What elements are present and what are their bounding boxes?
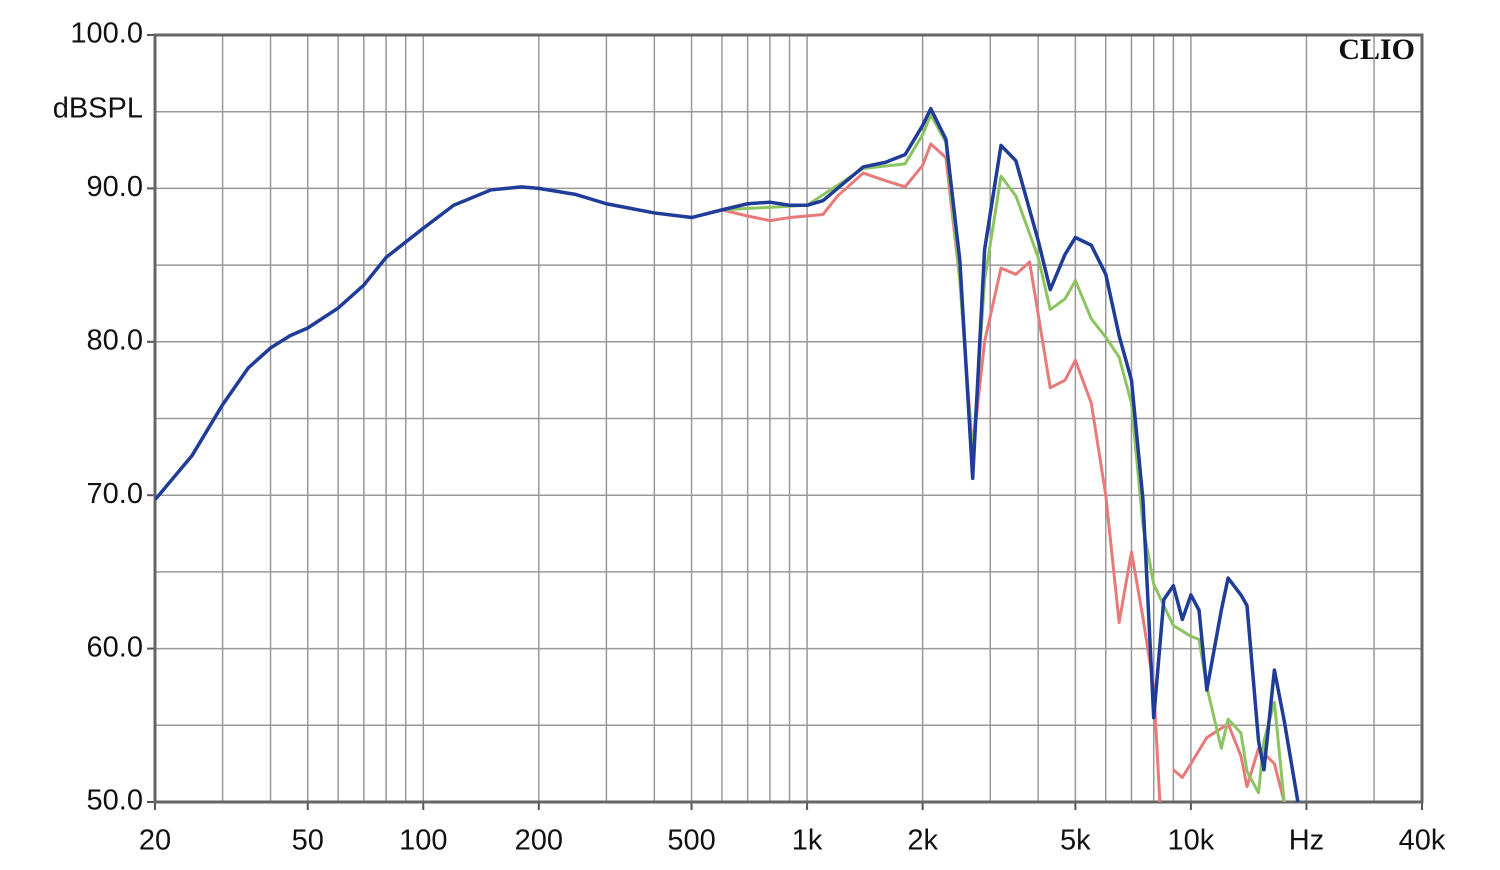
y-tick-label: 90.0 [87,171,143,203]
x-tick-label: Hz [1289,825,1324,857]
x-tick-label: 40k [1399,825,1446,857]
annotation: CLIO [1338,33,1415,66]
y-tick-label: 50.0 [87,785,143,817]
series-line [155,106,1300,802]
y-tick-label: 80.0 [87,324,143,356]
y-tick-label: 70.0 [87,478,143,510]
series-line [721,113,1286,802]
x-tick-label: 5k [1060,825,1091,857]
x-tick-label: 10k [1168,825,1215,857]
x-tick-label: 200 [515,825,563,857]
plot-lines [155,106,1300,802]
y-tick-label: 60.0 [87,631,143,663]
series-line [721,142,1162,802]
x-tick-label: 100 [399,825,447,857]
x-tick-label: 2k [907,825,938,857]
x-tick-label: 500 [667,825,715,857]
x-tick-label: 50 [292,825,324,857]
x-tick-label: 1k [792,825,823,857]
x-tick-label: 20 [139,825,171,857]
y-axis-label: dBSPL [53,93,143,125]
plot-frame [153,33,1424,804]
y-tick-label: 100.0 [70,18,143,50]
